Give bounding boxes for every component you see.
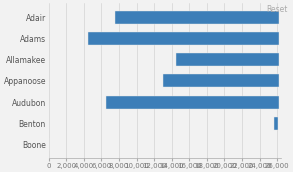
Bar [176,53,279,66]
Bar [163,74,279,88]
Bar [274,117,278,130]
Bar [88,32,279,45]
Bar [106,96,279,109]
Text: Reset: Reset [266,5,287,14]
Bar [115,11,279,24]
